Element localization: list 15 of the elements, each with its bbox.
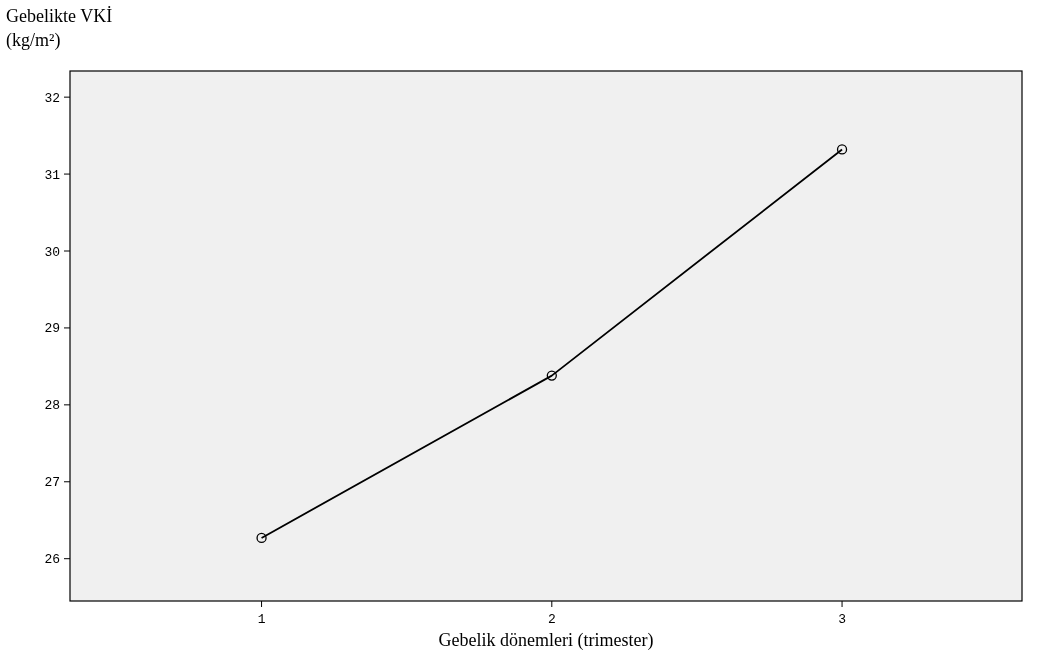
point	[836, 144, 848, 155]
y-tick-label: 27	[44, 475, 60, 491]
x-tick-label: 2	[547, 612, 556, 627]
y-tick-label: 28	[44, 398, 60, 414]
point	[256, 532, 267, 544]
y-tick-label: 26	[44, 552, 60, 568]
y-tick-label: 31	[44, 167, 61, 183]
y-tick-label: 29	[44, 321, 60, 337]
y-tick-label: 32	[44, 90, 60, 106]
point	[546, 370, 557, 381]
x-axis-title: Gebelik dönemleri (trimester)	[438, 630, 654, 651]
y-tick-label: 30	[44, 244, 60, 260]
y-axis-title: Gebelikte VKİ (kg/m²)	[6, 6, 113, 51]
x-tick-label: 1	[257, 612, 266, 627]
x-tick-label: 3	[838, 612, 846, 627]
